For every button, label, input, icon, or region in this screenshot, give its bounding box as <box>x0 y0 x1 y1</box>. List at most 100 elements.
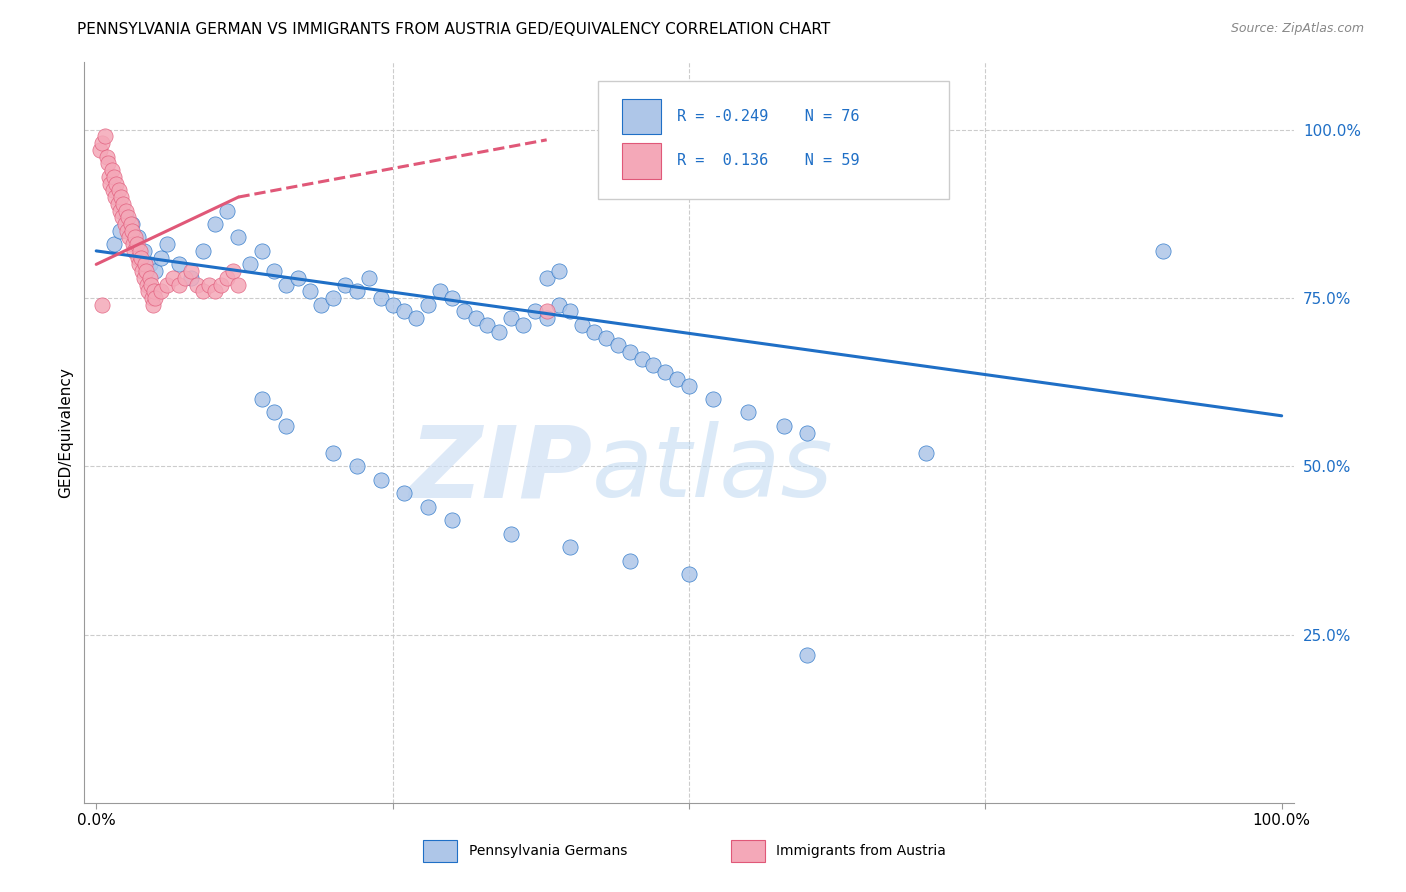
Point <box>440 291 463 305</box>
Point <box>138 257 160 271</box>
Point <box>666 372 689 386</box>
Point <box>110 190 132 204</box>
Point <box>370 473 392 487</box>
Point <box>370 291 392 305</box>
Point <box>122 237 145 252</box>
Point <box>488 325 510 339</box>
Point <box>523 304 546 318</box>
Point <box>274 418 297 433</box>
Y-axis label: GED/Equivalency: GED/Equivalency <box>58 368 73 498</box>
Point <box>606 338 628 352</box>
Point <box>100 163 122 178</box>
Point <box>105 177 128 191</box>
Point <box>737 405 759 419</box>
Point <box>630 351 652 366</box>
Point <box>111 211 134 225</box>
Point <box>501 526 523 541</box>
Point <box>103 169 125 184</box>
Point <box>204 285 226 299</box>
Point <box>215 270 238 285</box>
Point <box>228 230 250 244</box>
Point <box>104 190 127 204</box>
Point <box>678 566 700 581</box>
Text: PENNSYLVANIA GERMAN VS IMMIGRANTS FROM AUSTRIA GED/EQUIVALENCY CORRELATION CHART: PENNSYLVANIA GERMAN VS IMMIGRANTS FROM A… <box>77 22 831 37</box>
Point <box>298 285 321 299</box>
Point <box>134 257 156 271</box>
Point <box>114 217 136 231</box>
Point <box>440 513 463 527</box>
Point <box>167 277 190 292</box>
Point <box>772 418 794 433</box>
Point <box>796 425 818 440</box>
Point <box>536 304 558 318</box>
Point <box>571 318 593 332</box>
Point <box>394 304 416 318</box>
Point <box>117 211 139 225</box>
Point <box>418 298 440 312</box>
Point <box>89 143 111 157</box>
Point <box>287 270 309 285</box>
Point <box>156 277 179 292</box>
Text: atlas: atlas <box>592 421 834 518</box>
Point <box>536 311 558 326</box>
Point <box>204 217 226 231</box>
Point <box>1152 244 1174 258</box>
Point <box>180 270 202 285</box>
Point <box>915 446 938 460</box>
FancyBboxPatch shape <box>731 840 765 862</box>
Point <box>221 264 243 278</box>
Point <box>322 291 344 305</box>
Point <box>115 203 138 218</box>
Point <box>501 311 523 326</box>
Point <box>121 224 143 238</box>
Point <box>547 264 569 278</box>
Point <box>91 298 114 312</box>
Point <box>311 298 333 312</box>
Point <box>101 183 124 197</box>
Point <box>429 285 451 299</box>
FancyBboxPatch shape <box>623 143 661 178</box>
Point <box>103 237 125 252</box>
Text: R = -0.249    N = 76: R = -0.249 N = 76 <box>676 109 859 124</box>
Point <box>129 251 152 265</box>
Point <box>560 540 582 554</box>
Point <box>595 331 617 345</box>
Point <box>97 156 120 170</box>
Point <box>115 224 138 238</box>
Point <box>381 298 404 312</box>
Point <box>357 270 380 285</box>
Point <box>107 196 129 211</box>
Point <box>135 264 157 278</box>
Point <box>145 264 167 278</box>
Point <box>180 264 202 278</box>
Point <box>150 285 173 299</box>
Point <box>547 298 569 312</box>
Point <box>191 244 214 258</box>
Point <box>239 257 262 271</box>
Point <box>107 183 129 197</box>
Point <box>93 129 115 144</box>
Point <box>477 318 499 332</box>
Point <box>263 264 285 278</box>
Point <box>129 244 152 258</box>
Point <box>453 304 475 318</box>
Point <box>418 500 440 514</box>
Point <box>619 344 641 359</box>
Point <box>96 150 118 164</box>
Point <box>702 392 724 406</box>
Point <box>796 648 818 662</box>
Point <box>118 230 141 244</box>
Point <box>138 285 160 299</box>
Point <box>115 211 138 225</box>
Point <box>127 251 149 265</box>
Point <box>120 217 142 231</box>
Point <box>560 304 582 318</box>
FancyBboxPatch shape <box>423 840 457 862</box>
Point <box>654 365 676 379</box>
Point <box>583 325 606 339</box>
Point <box>464 311 486 326</box>
Point <box>346 285 368 299</box>
Text: R =  0.136    N = 59: R = 0.136 N = 59 <box>676 153 859 169</box>
Point <box>405 311 427 326</box>
Point <box>141 291 163 305</box>
